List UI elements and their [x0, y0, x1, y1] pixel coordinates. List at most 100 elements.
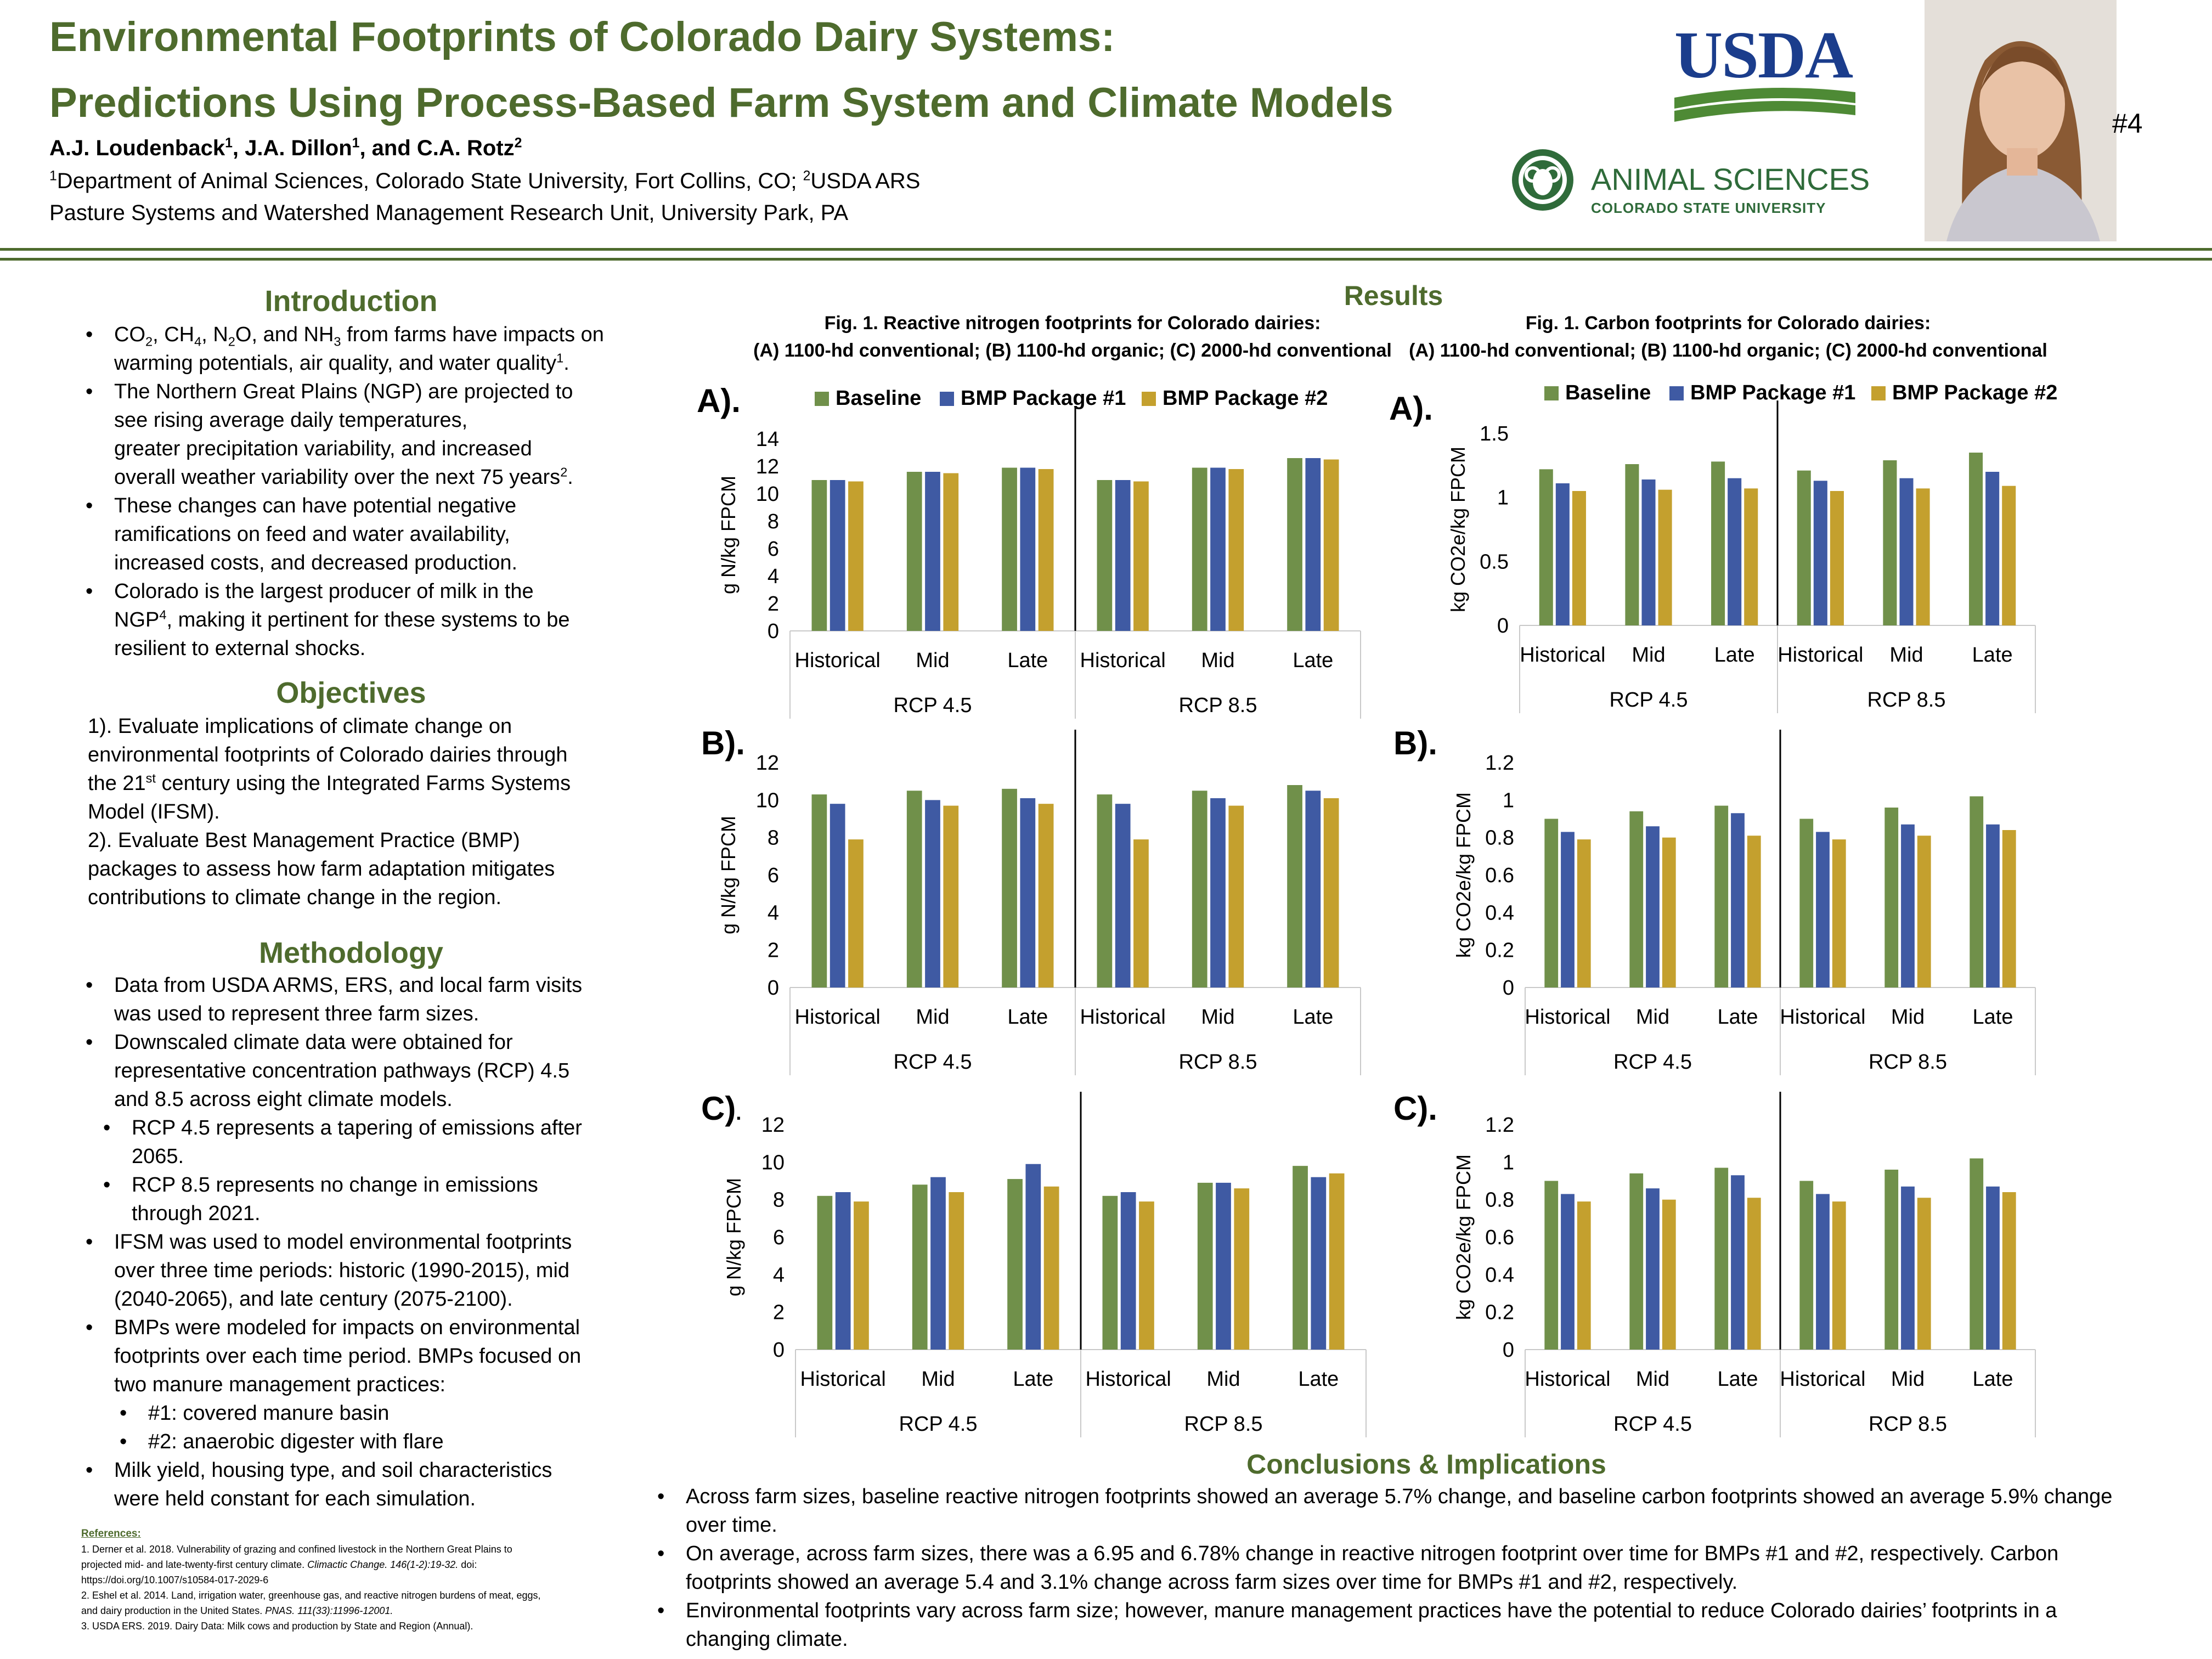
y-tick-label: 0 — [1503, 1339, 1514, 1362]
chart-nitrogen-c: 0 2 4 6 8 10 12 g N/kg FPCM Historical Mid Late His… — [713, 1092, 1372, 1448]
bar — [1970, 796, 1984, 988]
y-tick-label: 2 — [773, 1301, 785, 1324]
x-tick-label: Historical — [1086, 1368, 1171, 1391]
bar — [1287, 785, 1302, 988]
methodology-list: Data from USDA ARMS, ERS, and local farm… — [86, 971, 641, 1513]
bar — [811, 480, 827, 631]
bar — [1102, 1195, 1118, 1350]
bar — [848, 481, 864, 631]
y-tick-label: 1 — [1497, 487, 1509, 510]
bar — [817, 1195, 833, 1350]
bar — [1731, 1175, 1745, 1350]
y-tick-label: 0.6 — [1485, 1226, 1514, 1249]
y-tick-label: 4 — [768, 901, 779, 924]
bar — [906, 791, 922, 988]
bar — [1544, 819, 1559, 988]
bar — [1884, 808, 1899, 988]
bar — [1216, 1182, 1231, 1350]
x-tick-label: Historical — [1080, 1006, 1166, 1029]
y-axis-label: g N/kg FPCM — [723, 1178, 745, 1296]
affiliation-line1: 1Department of Animal Sciences, Colorado… — [49, 168, 921, 193]
y-tick-label: 6 — [768, 538, 779, 561]
x-tick-label: Historical — [1780, 1006, 1865, 1029]
introduction-heading: Introduction — [264, 285, 438, 318]
bar — [1572, 491, 1586, 625]
y-tick-label: 0 — [768, 977, 779, 1000]
bar — [1629, 1173, 1644, 1350]
bar — [1662, 837, 1676, 988]
list-item: RCP 4.5 represents a tapering of emissio… — [103, 1114, 641, 1171]
x-tick-label: Late — [1718, 1368, 1758, 1391]
chart-svg: Baseline BMP Package #1 BMP Package #2 0 2 4 6… — [717, 387, 1361, 719]
y-tick-label: 10 — [756, 789, 779, 812]
bar — [1197, 1182, 1213, 1350]
bar — [1714, 805, 1729, 988]
list-item: On average, across farm sizes, there was… — [657, 1539, 2200, 1596]
chart-nitrogen-b: 0 2 4 6 8 10 12 g N/kg FPCM Historical Mid Late His… — [708, 730, 1366, 1086]
y-tick-label: 1 — [1503, 1151, 1514, 1174]
x-tick-label: Mid — [1206, 1368, 1240, 1391]
bar — [1799, 1181, 1814, 1350]
bar — [1020, 798, 1036, 988]
x-tick-label: Late — [1973, 1006, 2013, 1029]
legend-label: BMP Package #1 — [1690, 381, 1855, 404]
legend-label: Baseline — [1565, 381, 1651, 404]
bar — [1287, 458, 1302, 631]
usda-field-icon — [1674, 88, 1855, 122]
x-tick-label: Late — [1293, 1006, 1333, 1029]
chart-svg: 0 0.2 0.4 0.6 0.8 1 1.2 kg CO2e/kg FPCM Historic… — [1452, 730, 2036, 1075]
y-tick-label: 12 — [761, 1114, 785, 1137]
bar — [1228, 469, 1244, 631]
bar — [1728, 478, 1742, 625]
bar — [1192, 467, 1207, 631]
bar — [1916, 488, 1930, 625]
objectives-heading: Objectives — [276, 676, 426, 709]
bar — [1744, 488, 1758, 625]
bar — [1210, 798, 1226, 988]
y-tick-label: 0 — [773, 1339, 785, 1362]
bar — [1038, 804, 1054, 988]
bar — [1115, 480, 1131, 631]
y-tick-label: 0.2 — [1485, 939, 1514, 962]
y-tick-label: 6 — [768, 864, 779, 887]
panel-label-nitrogen-c: C). — [701, 1090, 742, 1127]
panel-label-nitrogen-b: B). — [701, 725, 745, 761]
legend-label: BMP Package #1 — [961, 387, 1126, 410]
list-item: Environmental footprints vary across far… — [657, 1596, 2200, 1654]
y-tick-label: 1.5 — [1480, 422, 1509, 445]
header-divider-top — [0, 248, 2212, 251]
y-tick-label: 12 — [756, 455, 779, 478]
panel-label-nitrogen-a: A). — [697, 382, 741, 419]
chart-svg: 0 0.2 0.4 0.6 0.8 1 1.2 kg CO2e/kg FPCM Historic… — [1452, 1092, 2036, 1437]
y-tick-label: 1 — [1503, 789, 1514, 812]
y-tick-label: 0 — [768, 620, 779, 643]
bar — [1561, 1194, 1575, 1350]
group-label: RCP 8.5 — [1869, 1051, 1947, 1074]
x-tick-label: Late — [1714, 644, 1755, 667]
bar — [1646, 826, 1660, 988]
bar — [1043, 1186, 1059, 1350]
bar — [943, 473, 959, 631]
y-axis-label: kg CO2e/kg FPCM — [1447, 447, 1469, 612]
bar — [1544, 1181, 1559, 1350]
group-label: RCP 4.5 — [1613, 1413, 1692, 1436]
y-tick-label: 1.2 — [1485, 752, 1514, 775]
bar — [1625, 464, 1639, 625]
bar — [830, 804, 845, 988]
y-tick-label: 0.4 — [1485, 1263, 1514, 1286]
bar — [1813, 481, 1827, 625]
bar — [1883, 460, 1897, 625]
references: References: 1. Derner et al. 2018. Vulne… — [81, 1526, 635, 1634]
x-tick-label: Mid — [916, 649, 949, 672]
y-tick-label: 2 — [768, 939, 779, 962]
bar — [1714, 1167, 1729, 1350]
y-tick-label: 14 — [756, 428, 779, 451]
header-divider-bottom — [0, 258, 2212, 261]
y-axis-label: kg CO2e/kg FPCM — [1452, 1154, 1475, 1320]
bar — [1901, 824, 1915, 988]
x-tick-label: Historical — [1778, 644, 1863, 667]
bar — [1917, 1198, 1931, 1350]
bar — [1210, 467, 1226, 631]
bar — [1133, 839, 1149, 988]
group-label: RCP 4.5 — [1610, 689, 1688, 712]
